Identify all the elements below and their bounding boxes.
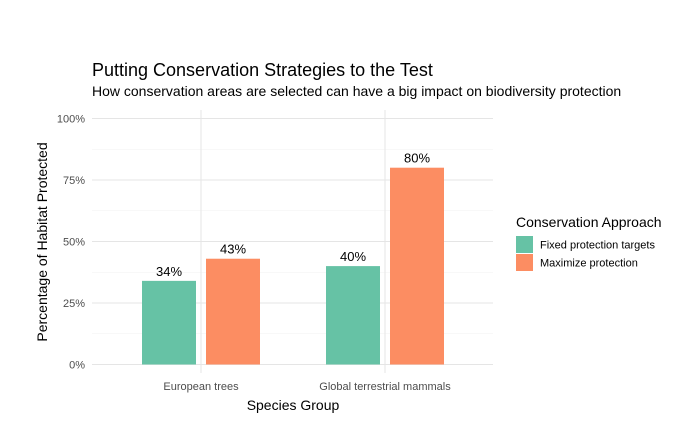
bars xyxy=(142,167,444,365)
y-axis-title: Percentage of Habitat Protected xyxy=(34,142,50,341)
legend-title: Conservation Approach xyxy=(516,214,662,230)
x-axis-title: Species Group xyxy=(247,397,340,413)
data-label: 43% xyxy=(220,242,246,257)
data-label: 40% xyxy=(340,249,366,264)
legend-swatch xyxy=(516,254,533,271)
y-tick-label: 50% xyxy=(63,237,85,249)
y-tick-label: 100% xyxy=(57,114,85,126)
data-label: 80% xyxy=(404,151,430,166)
chart-subtitle: How conservation areas are selected can … xyxy=(92,83,621,99)
y-tick-label: 25% xyxy=(63,298,85,310)
x-tick-label: European trees xyxy=(163,381,239,393)
chart-title: Putting Conservation Strategies to the T… xyxy=(92,60,433,80)
bar xyxy=(390,167,444,365)
y-axis-ticks: 0% 25% 50% 75% 100% xyxy=(57,114,85,372)
legend-label: Maximize protection xyxy=(540,258,638,270)
legend-label: Fixed protection targets xyxy=(540,240,655,252)
data-label: 34% xyxy=(156,264,182,279)
data-labels: 34% 43% 40% 80% xyxy=(156,151,430,279)
bar xyxy=(326,266,380,365)
bar xyxy=(142,280,196,365)
x-tick-label: Global terrestrial mammals xyxy=(319,381,451,393)
y-tick-label: 0% xyxy=(69,360,85,372)
y-tick-label: 75% xyxy=(63,175,85,187)
x-axis-ticks: European trees Global terrestrial mammals xyxy=(163,381,451,393)
legend-swatch xyxy=(516,236,533,253)
legend: Conservation Approach Fixed protection t… xyxy=(516,214,662,271)
bar xyxy=(206,258,260,365)
